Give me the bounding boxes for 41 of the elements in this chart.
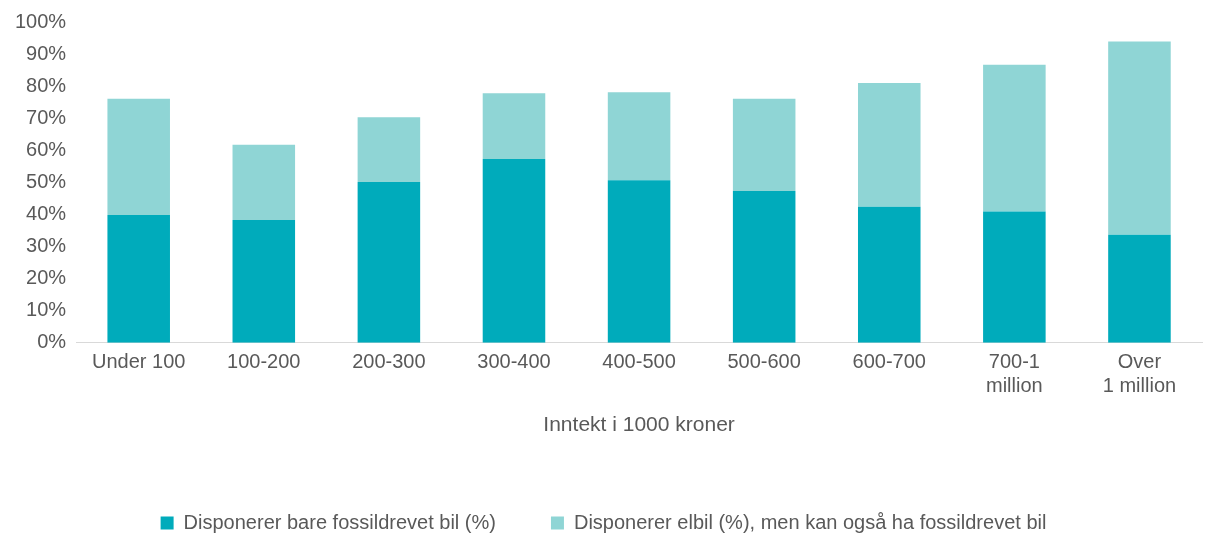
x-tick-label: 700-1 million — [986, 350, 1043, 397]
bar — [857, 206, 921, 343]
x-tick-label: Over 1 million — [1102, 350, 1177, 397]
bar — [857, 82, 921, 207]
y-tick-label: 60% — [26, 137, 67, 160]
y-tick-label: 10% — [26, 298, 67, 321]
bar — [732, 98, 796, 192]
legend-label: Disponerer elbil (%), men kan også ha fossildrevet bil — [573, 510, 1047, 533]
bar — [983, 211, 1046, 343]
y-tick-label: 80% — [26, 73, 67, 96]
x-tick-label: Under 100 — [92, 350, 186, 373]
x-tick-label: 400-500 — [602, 350, 676, 373]
legend-label: Disponerer bare fossildrevet bil (%) — [183, 510, 496, 533]
x-axis-title: Inntekt i 1000 kroner — [543, 412, 735, 436]
x-tick-label: 100-200 — [227, 350, 301, 373]
y-tick-label: 70% — [26, 105, 67, 128]
bar — [1108, 41, 1171, 235]
bar — [607, 180, 671, 343]
x-tick-label: 300-400 — [477, 350, 551, 373]
bar — [107, 98, 170, 216]
x-tick-label: 500-600 — [727, 350, 801, 373]
x-tick-label: 600-700 — [852, 350, 926, 373]
bar — [482, 93, 546, 159]
y-tick-label: 30% — [26, 234, 67, 257]
bar — [607, 92, 671, 181]
bar — [232, 144, 296, 220]
y-tick-label: 40% — [26, 202, 67, 224]
y-tick-label: 20% — [26, 266, 67, 289]
bar — [732, 191, 796, 343]
bar — [482, 158, 546, 343]
y-tick-label: 0% — [37, 330, 67, 353]
y-tick-label: 100% — [15, 9, 67, 32]
bar — [983, 64, 1046, 212]
y-tick-label: 90% — [26, 41, 67, 64]
x-tick-label: 200-300 — [352, 350, 426, 373]
bar — [107, 215, 170, 343]
y-tick-label: 50% — [26, 169, 67, 192]
bar — [357, 117, 421, 183]
bar — [1108, 234, 1171, 343]
bar — [357, 182, 421, 343]
bar — [232, 219, 296, 343]
